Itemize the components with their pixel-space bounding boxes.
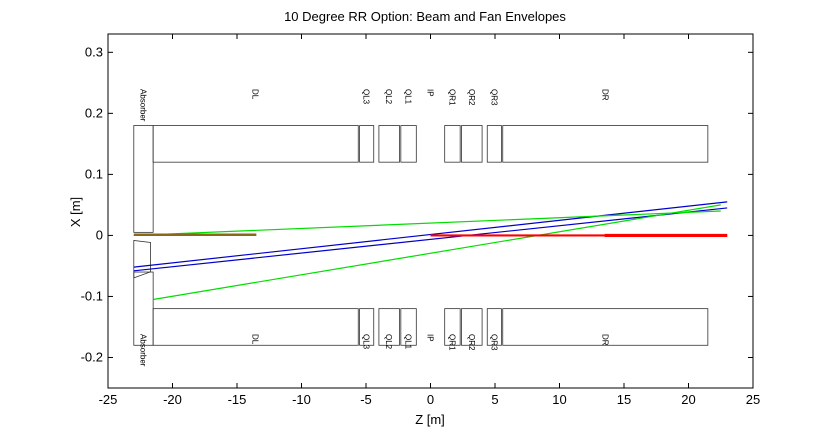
lower-qr1-box bbox=[444, 308, 461, 346]
x-tick-label: 20 bbox=[681, 392, 695, 407]
upper-ql3-box bbox=[359, 125, 375, 163]
lower-ql1-label: QL1 bbox=[404, 334, 413, 350]
upper-qr3-box bbox=[486, 125, 502, 163]
upper-dl-label: DL bbox=[251, 89, 260, 100]
x-tick-label: -20 bbox=[163, 392, 182, 407]
lower-dr-label: DR bbox=[600, 334, 609, 346]
x-tick-label: 10 bbox=[552, 392, 566, 407]
lower-ql3-box bbox=[359, 308, 375, 346]
upper-dr-label: DR bbox=[600, 89, 609, 101]
lower-qr2-box bbox=[461, 308, 483, 346]
upper-qr3-label: QR3 bbox=[489, 89, 498, 106]
lower-qr3-box bbox=[486, 308, 502, 346]
x-axis-label: Z [m] bbox=[415, 412, 445, 427]
series-line-1 bbox=[133, 207, 728, 272]
lower-ql1-box bbox=[400, 308, 417, 346]
lower-dl-label: DL bbox=[251, 334, 260, 345]
x-tick-label: 5 bbox=[491, 392, 498, 407]
upper-ql1-box bbox=[400, 125, 417, 163]
upper-ql3-label: QL3 bbox=[362, 89, 371, 105]
lower-qr1-label: QR1 bbox=[447, 334, 456, 351]
lower-dr-box bbox=[502, 308, 709, 346]
chart-title: 10 Degree RR Option: Beam and Fan Envelo… bbox=[284, 9, 566, 24]
x-tick-label: -10 bbox=[292, 392, 311, 407]
x-tick-label: 15 bbox=[617, 392, 631, 407]
x-tick-label: -15 bbox=[228, 392, 247, 407]
upper-qr1-box bbox=[444, 125, 461, 163]
lower-qr2-label: QR2 bbox=[467, 334, 476, 351]
upper-qr2-label: QR2 bbox=[467, 89, 476, 106]
upper-absorber-box bbox=[133, 125, 154, 233]
x-tick-label: 0 bbox=[427, 392, 434, 407]
lower-ql2-label: QL2 bbox=[384, 334, 393, 350]
y-tick-label: -0.2 bbox=[81, 349, 103, 364]
lower-ql3-label: QL3 bbox=[362, 334, 371, 350]
series-line-2 bbox=[153, 204, 721, 301]
lower-absorber-label: Absorber bbox=[138, 334, 147, 367]
absorber-notch bbox=[133, 240, 151, 279]
upper-ql1-label: QL1 bbox=[404, 89, 413, 105]
upper-ql2-box bbox=[378, 125, 400, 163]
upper-qr1-label: QR1 bbox=[447, 89, 456, 106]
x-tick-label: -5 bbox=[360, 392, 372, 407]
x-tick-label: 25 bbox=[746, 392, 760, 407]
series-line-3 bbox=[133, 210, 721, 237]
upper-qr2-box bbox=[461, 125, 483, 163]
y-tick-label: 0.3 bbox=[85, 44, 103, 59]
upper-absorber-label: Absorber bbox=[138, 89, 147, 122]
y-tick-label: 0.1 bbox=[85, 166, 103, 181]
ip-label-upper: IP bbox=[426, 89, 435, 97]
upper-dl-box bbox=[152, 125, 359, 163]
y-tick-label: -0.1 bbox=[81, 288, 103, 303]
series-lines bbox=[133, 201, 728, 301]
lower-qr3-label: QR3 bbox=[489, 334, 498, 351]
upper-dr-box bbox=[502, 125, 709, 163]
ip-label-lower: IP bbox=[426, 334, 435, 342]
lower-dl-box bbox=[152, 308, 359, 346]
lower-ql2-box bbox=[378, 308, 400, 346]
y-tick-label: 0.2 bbox=[85, 105, 103, 120]
x-axis: -25 -20 -15 -10 -5 0 5 10 15 20 25 bbox=[99, 34, 760, 407]
y-axis: -0.2 -0.1 0 0.1 0.2 0.3 bbox=[81, 44, 753, 364]
y-axis-label: X [m] bbox=[68, 197, 83, 227]
components: Absorber DL QL3 QL2 QL1 QR1 QR2 QR3 DR Absorber DL… bbox=[133, 89, 709, 367]
y-tick-label: 0 bbox=[96, 227, 103, 242]
upper-ql2-label: QL2 bbox=[384, 89, 393, 105]
x-tick-label: -25 bbox=[99, 392, 118, 407]
